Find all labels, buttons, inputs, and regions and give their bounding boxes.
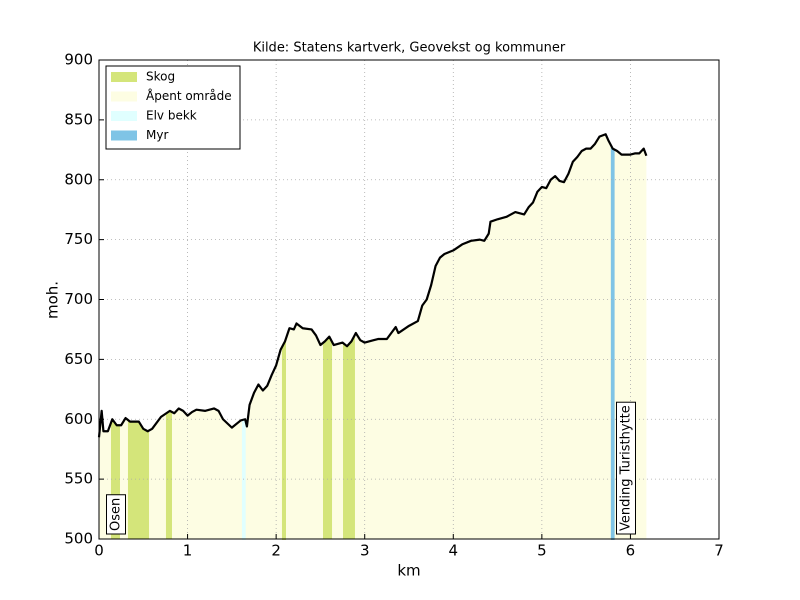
y-tick-label: 700	[64, 290, 93, 308]
y-tick-label: 650	[64, 350, 93, 368]
zone-area	[165, 410, 172, 539]
zone-area	[610, 146, 615, 540]
zone-area	[99, 134, 647, 539]
x-tick-label: 5	[537, 542, 547, 560]
x-tick-label: 1	[183, 542, 193, 560]
y-tick-label: 500	[64, 530, 93, 548]
annotation: Osen	[106, 494, 126, 535]
annotation-box	[616, 401, 636, 535]
y-tick-label: 800	[64, 170, 93, 188]
x-tick-label: 4	[449, 542, 459, 560]
elevation-line	[97, 133, 648, 438]
legend-swatch	[111, 91, 137, 102]
y-tick-label: 750	[64, 230, 93, 248]
x-tick-label: 6	[626, 542, 636, 560]
legend-swatch	[111, 130, 137, 141]
zone-area	[322, 336, 333, 539]
plot-frame	[98, 59, 720, 540]
annotation-box	[106, 494, 126, 535]
legend-label: Myr	[146, 128, 168, 142]
y-tick-label: 900	[64, 51, 93, 69]
x-tick-label: 2	[271, 542, 281, 560]
y-axis-label: moh.	[44, 281, 62, 319]
y-tick-label: 850	[64, 110, 93, 128]
zone-area	[343, 334, 355, 539]
annotation-text: Vending Turisthytte	[619, 405, 634, 531]
x-axis-label: km	[397, 562, 420, 580]
x-tick-label: 0	[94, 542, 104, 560]
y-tick-label: 600	[64, 410, 93, 428]
annotation: Vending Turisthytte	[616, 401, 636, 535]
y-tick-label: 550	[64, 470, 93, 488]
zone-area	[127, 419, 150, 539]
x-tick-label: 7	[714, 542, 724, 560]
annotation-text: Osen	[109, 498, 124, 531]
chart-title: Kilde: Statens kartverk, Geovekst og kom…	[253, 41, 566, 56]
legend-label: Elv bekk	[146, 109, 197, 123]
legend-label: Åpent område	[146, 88, 232, 103]
legend-label: Skog	[146, 70, 175, 84]
legend-swatch	[111, 111, 137, 121]
legend-swatch	[111, 72, 137, 82]
x-tick-label: 3	[360, 542, 370, 560]
zone-area	[281, 340, 286, 540]
